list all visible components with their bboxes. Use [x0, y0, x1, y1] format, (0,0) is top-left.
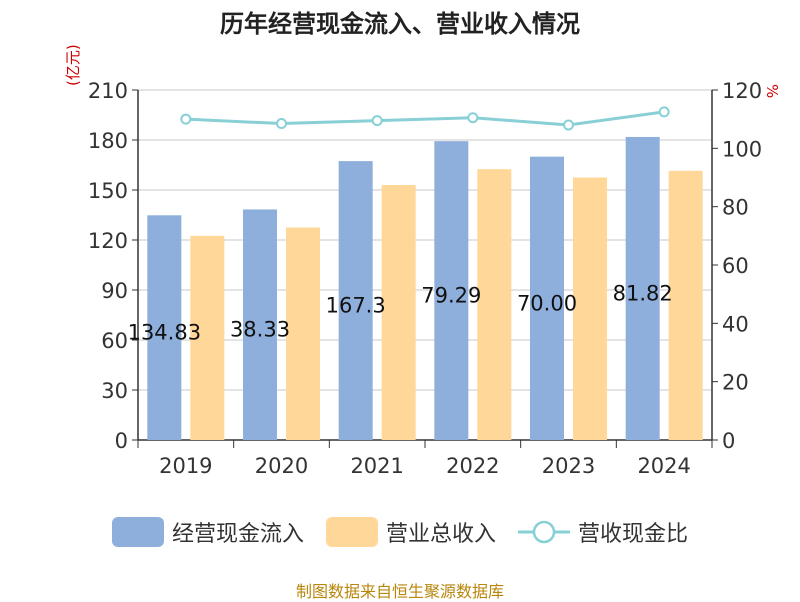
- point-ratio: [371, 115, 383, 127]
- legend-marker-ratio: [518, 520, 570, 544]
- bar-cash-inflow: [530, 156, 564, 440]
- line-ratio: [185, 110, 665, 127]
- left-tick-label: 60: [101, 329, 128, 353]
- legend-swatch-revenue: [325, 517, 378, 547]
- bar-cash-inflow: [243, 209, 277, 440]
- point-ratio: [467, 112, 479, 124]
- left-tick-label: 120: [88, 229, 128, 253]
- data-label-cash-inflow: 70.00: [517, 291, 577, 315]
- left-tick-label: 90: [101, 279, 128, 303]
- x-tick-label: 2020: [255, 454, 308, 478]
- bar-cash-inflow: [338, 161, 373, 440]
- legend-item-ratio: 营收现金比: [518, 516, 688, 548]
- x-tick-label: 2022: [446, 454, 499, 478]
- legend-swatch-cash-inflow: [111, 517, 164, 547]
- right-tick-label: 60: [722, 254, 749, 278]
- left-tick-label: 180: [88, 129, 128, 153]
- left-tick-label: 30: [101, 379, 128, 403]
- data-label-cash-inflow: 81.82: [613, 281, 673, 305]
- left-tick-label: 210: [88, 79, 128, 103]
- x-tick-label: 2019: [159, 454, 212, 478]
- data-label-cash-inflow: 38.33: [230, 318, 290, 342]
- bar-cash-inflow: [625, 136, 660, 440]
- bar-revenue: [573, 177, 607, 440]
- left-tick-label: 0: [115, 429, 128, 453]
- point-ratio: [658, 106, 670, 118]
- right-tick-label: 120: [722, 79, 762, 103]
- bar-revenue: [190, 235, 225, 440]
- right-tick-label: 20: [722, 371, 749, 395]
- bar-revenue: [477, 169, 512, 440]
- point-ratio: [563, 119, 574, 131]
- right-tick-label: 40: [722, 312, 749, 336]
- x-tick-label: 2023: [542, 454, 595, 478]
- bar-revenue: [381, 185, 416, 440]
- legend-label-revenue: 营业总收入: [385, 522, 496, 547]
- point-ratio: [180, 113, 192, 125]
- right-tick-label: 80: [722, 196, 749, 220]
- bar-revenue: [286, 227, 320, 440]
- x-tick-label: 2021: [350, 454, 403, 478]
- legend-item-cash-inflow: 经营现金流入: [111, 516, 304, 548]
- bar-revenue: [668, 170, 703, 441]
- legend-label-cash-inflow: 经营现金流入: [171, 522, 304, 547]
- right-tick-label: 100: [722, 137, 762, 161]
- bar-cash-inflow: [434, 141, 469, 440]
- data-label-cash-inflow: 167.3: [326, 294, 386, 318]
- bar-cash-inflow: [147, 215, 182, 440]
- point-ratio: [276, 118, 287, 130]
- legend-item-revenue: 营业总收入: [325, 516, 496, 548]
- data-label-cash-inflow: 134.83: [128, 321, 201, 345]
- left-tick-label: 150: [88, 179, 128, 203]
- legend-label-ratio: 营收现金比: [578, 522, 689, 547]
- chart-title: 历年经营现金流入、营业收入情况: [220, 10, 580, 38]
- data-source-note: 制图数据来自恒生聚源数据库: [295, 582, 504, 601]
- data-label-cash-inflow: 79.29: [421, 284, 481, 308]
- right-tick-label: 0: [722, 429, 735, 453]
- legend: 经营现金流入 营业总收入 营收现金比: [0, 516, 800, 548]
- x-tick-label: 2024: [637, 454, 690, 478]
